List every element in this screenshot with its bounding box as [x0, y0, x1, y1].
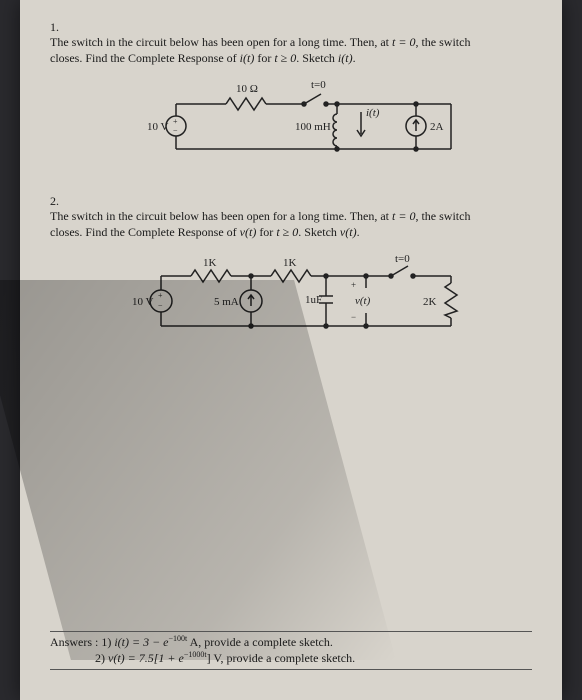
- p2-t2b: for: [256, 225, 276, 239]
- p1-it: i(t): [240, 51, 255, 65]
- answers-block: Answers : 1) i(t) = 3 − e−100t A, provid…: [50, 631, 532, 670]
- c2-sw-label: t=0: [395, 253, 410, 265]
- p2-t2: closes. Find the Complete Response of: [50, 225, 240, 239]
- problem-1: 1. The switch in the circuit below has b…: [50, 20, 532, 169]
- p1-it2: i(t): [338, 51, 353, 65]
- p1-t2d: .: [353, 51, 356, 65]
- c1-r-label: 10 Ω: [236, 83, 258, 95]
- problem-2-number: 2.: [50, 194, 68, 209]
- c2-plus-src: +: [158, 291, 163, 300]
- ans-prefix: Answers : 1): [50, 635, 114, 649]
- p1-t0: t = 0: [392, 35, 415, 49]
- c2-v-minus: −: [351, 312, 356, 322]
- p2-t2d: .: [357, 225, 360, 239]
- c1-l-label: 100 mH: [295, 121, 331, 133]
- c2-src-label: 10 V: [132, 296, 154, 308]
- p2-t0: t = 0: [392, 209, 415, 223]
- ans2-unit: ] V, provide a complete sketch.: [207, 651, 356, 665]
- c1-src-plus: +: [173, 117, 178, 126]
- ans2-expr: v(t) = 7.5[1 + e: [108, 651, 184, 665]
- p2-t2c: . Sketch: [298, 225, 340, 239]
- p2-t1b: , the switch: [415, 209, 470, 223]
- ans1-unit: A, provide a complete sketch.: [187, 635, 333, 649]
- p2-tge: t ≥ 0: [276, 225, 298, 239]
- p2-t1: The switch in the circuit below has been…: [50, 209, 392, 223]
- p1-t1: The switch in the circuit below has been…: [50, 35, 392, 49]
- c1-isrc-label: 2A: [430, 121, 444, 133]
- problem-2-text: The switch in the circuit below has been…: [50, 209, 512, 240]
- p1-t2: closes. Find the Complete Response of: [50, 51, 240, 65]
- c2-v-plus: +: [351, 280, 356, 290]
- c2-c-label: 1uF: [305, 294, 322, 306]
- c1-sw-label: t=0: [311, 79, 326, 91]
- c2-v-label: v(t): [355, 295, 371, 307]
- c2-isrc-label: 5 mA: [214, 296, 239, 308]
- c2-r1-label: 1K: [203, 257, 217, 269]
- c2-r2-label: 1K: [283, 257, 297, 269]
- ans1-exp: −100t: [169, 634, 188, 643]
- ans2-prefix: 2): [95, 651, 108, 665]
- circuit-2: 1K 1K t=0 10 V + − 5 mA 1uF v(t) + − 2K: [111, 248, 471, 343]
- c2-minus-src: −: [158, 301, 163, 310]
- p1-t2c: . Sketch: [296, 51, 338, 65]
- paper-sheet: 1. The switch in the circuit below has b…: [20, 0, 562, 700]
- p1-t2b: for: [254, 51, 274, 65]
- c1-src-label: 10 V: [147, 121, 169, 133]
- ans2-exp: −1000t: [184, 650, 207, 659]
- circuit-1: 10 Ω t=0 10 V + − 100 mH i(t) 2A: [121, 74, 461, 169]
- problem-1-number: 1.: [50, 20, 68, 35]
- problem-2: 2. The switch in the circuit below has b…: [50, 194, 532, 343]
- p2-vt2: v(t): [340, 225, 357, 239]
- c2-r3-label: 2K: [423, 296, 437, 308]
- p2-vt: v(t): [240, 225, 257, 239]
- c1-i-label: i(t): [366, 107, 380, 119]
- c1-src-minus: −: [173, 126, 178, 135]
- problem-1-text: The switch in the circuit below has been…: [50, 35, 512, 66]
- p1-tge: t ≥ 0: [274, 51, 296, 65]
- p1-t1b: , the switch: [415, 35, 470, 49]
- ans1-expr: i(t) = 3 − e: [114, 635, 168, 649]
